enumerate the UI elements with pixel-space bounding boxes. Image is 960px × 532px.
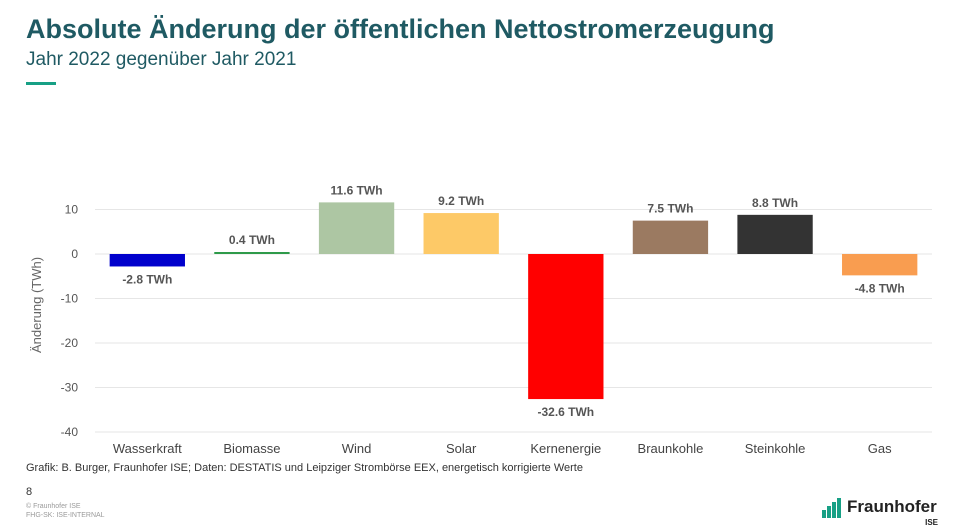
category-labels: Wasserkraft Biomasse Wind Solar Kernenergie B… bbox=[113, 441, 892, 456]
copyright-line: © Fraunhofer ISE bbox=[26, 503, 81, 510]
y-tick-label: 0 bbox=[71, 247, 78, 261]
data-label: 8.8 TWh bbox=[752, 196, 798, 210]
bar-wasserkraft bbox=[109, 254, 185, 267]
source-note: Grafik: B. Burger, Fraunhofer ISE; Daten… bbox=[26, 462, 583, 474]
y-tick-label: -40 bbox=[61, 425, 79, 439]
fraunhofer-logo-text: Fraunhofer bbox=[847, 497, 937, 516]
category-label: Wasserkraft bbox=[113, 441, 182, 456]
category-label: Gas bbox=[868, 441, 892, 456]
fraunhofer-logo: Fraunhofer ISE bbox=[822, 494, 942, 528]
category-label: Solar bbox=[446, 441, 477, 456]
y-axis-label: Änderung (TWh) bbox=[29, 257, 44, 353]
bar-kernenergie bbox=[528, 254, 604, 400]
bar-gas bbox=[842, 254, 918, 276]
page-title: Absolute Änderung der öffentlichen Netto… bbox=[26, 14, 775, 44]
data-label: 7.5 TWh bbox=[647, 202, 693, 216]
y-tick-label: -10 bbox=[61, 292, 79, 306]
data-label: 11.6 TWh bbox=[331, 183, 383, 197]
category-label: Steinkohle bbox=[745, 441, 806, 456]
fraunhofer-logo-subtext: ISE bbox=[925, 518, 938, 527]
y-tick-label: 10 bbox=[65, 203, 79, 217]
data-label: -32.6 TWh bbox=[537, 405, 594, 419]
fraunhofer-logo-icon bbox=[822, 498, 841, 518]
category-label: Biomasse bbox=[223, 441, 280, 456]
bar-wind bbox=[318, 202, 395, 254]
bar-braunkohle bbox=[632, 220, 709, 254]
page-number: 8 bbox=[26, 486, 33, 498]
page-subtitle: Jahr 2022 gegenüber Jahr 2021 bbox=[26, 49, 297, 70]
category-label: Braunkohle bbox=[638, 441, 704, 456]
category-label: Kernenergie bbox=[530, 441, 601, 456]
bar-chart: 10 0 -10 -20 -30 -40 -2.8 TWh 0.4 TWh 11.6 TWh 9… bbox=[29, 183, 932, 456]
bar-biomasse bbox=[214, 252, 290, 254]
data-label: -4.8 TWh bbox=[855, 281, 905, 295]
bar-solar bbox=[423, 213, 499, 254]
title-accent-line bbox=[26, 82, 56, 85]
chart-bars bbox=[109, 202, 918, 400]
bar-data-labels: -2.8 TWh 0.4 TWh 11.6 TWh 9.2 TWh -32.6 TWh 7… bbox=[122, 183, 904, 419]
classification-line: FHG-SK: ISE-INTERNAL bbox=[26, 512, 105, 519]
y-tick-labels: 10 0 -10 -20 -30 -40 bbox=[61, 203, 79, 440]
data-label: 9.2 TWh bbox=[438, 194, 484, 208]
data-label: 0.4 TWh bbox=[229, 233, 275, 247]
category-label: Wind bbox=[342, 441, 372, 456]
y-tick-label: -30 bbox=[61, 381, 79, 395]
copyright-note: © Fraunhofer ISE FHG-SK: ISE-INTERNAL bbox=[26, 502, 105, 520]
bar-steinkohle bbox=[737, 214, 813, 254]
y-tick-label: -20 bbox=[61, 336, 79, 350]
data-label: -2.8 TWh bbox=[122, 272, 172, 286]
